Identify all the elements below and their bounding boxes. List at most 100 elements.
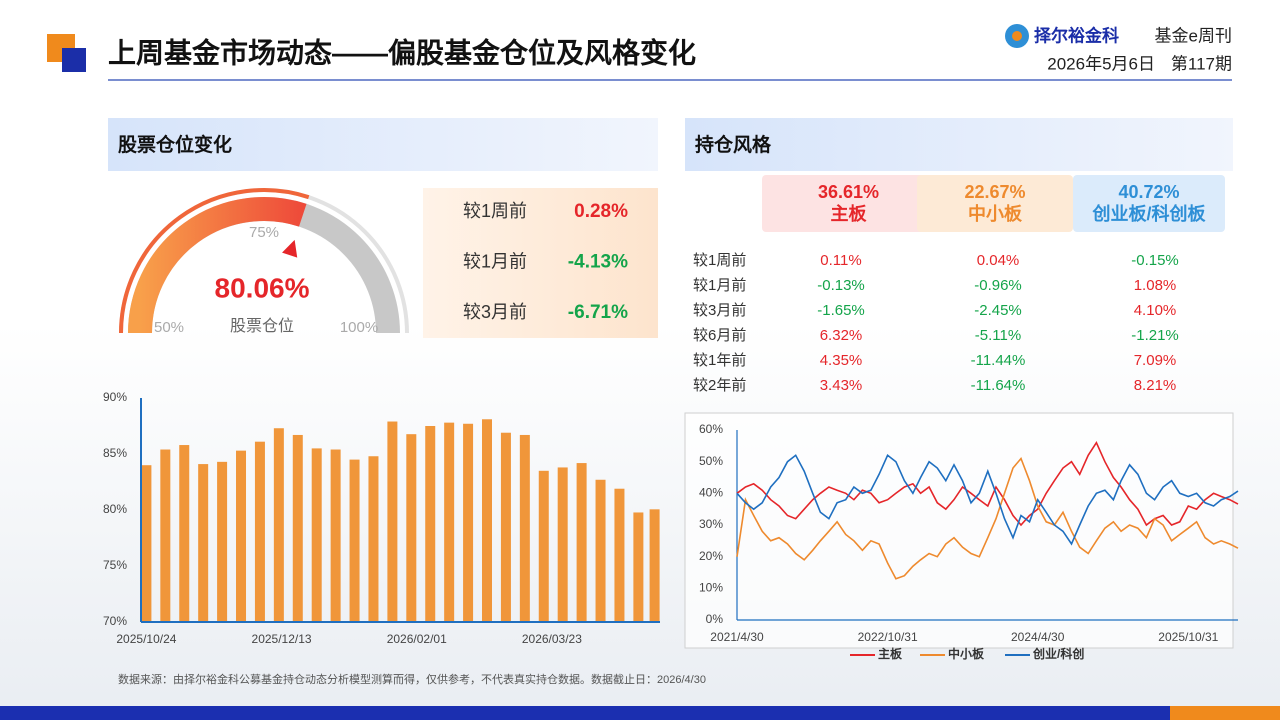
row-value: -1.21%: [1131, 327, 1179, 344]
change-label: 较1月前: [463, 251, 527, 271]
section-title: 持仓风格: [695, 133, 772, 156]
x-tick-label: 2021/4/30: [710, 630, 764, 644]
y-tick-label: 90%: [103, 390, 127, 404]
bar: [160, 449, 171, 622]
bar: [538, 470, 549, 622]
bar: [198, 464, 209, 622]
row-label: 较1周前: [693, 251, 746, 269]
row-value: 4.35%: [820, 352, 863, 369]
bar: [633, 512, 644, 622]
row-value: 3.43%: [820, 377, 863, 394]
bar: [330, 449, 341, 622]
section-header: [108, 118, 658, 171]
bar: [387, 421, 398, 622]
row-value: -5.11%: [975, 327, 1021, 344]
section-header: [685, 118, 1233, 171]
row-value: 0.04%: [977, 252, 1020, 269]
row-value: -0.15%: [1131, 252, 1179, 269]
row-value: -2.45%: [974, 302, 1022, 319]
row-label: 较1年前: [693, 351, 746, 369]
y-tick-label: 70%: [103, 614, 127, 628]
bar: [236, 450, 247, 622]
gauge-tick-label: 100%: [340, 319, 378, 336]
bar: [595, 479, 606, 622]
row-value: -0.13%: [817, 277, 865, 294]
brand-icon: [1012, 31, 1022, 41]
bar: [463, 423, 474, 622]
publication: 基金e周刊: [1155, 26, 1232, 45]
gauge-pointer: [282, 239, 298, 258]
footer-bar: [1170, 706, 1280, 720]
bar: [179, 445, 190, 622]
brand: 择尔裕金科: [1034, 25, 1119, 45]
page-title: 上周基金市场动态——偏股基金仓位及风格变化: [108, 36, 696, 68]
y-tick-label: 30%: [699, 517, 723, 531]
bar: [406, 434, 417, 622]
change-value: -4.13%: [568, 252, 628, 273]
row-value: -11.64%: [971, 377, 1026, 394]
change-label: 较3月前: [463, 302, 527, 322]
gauge-fill: [128, 197, 307, 334]
row-value: -0.96%: [974, 277, 1022, 294]
issue: 第117期: [1171, 54, 1232, 73]
footnote: 数据来源：由择尔裕金科公募基金持仓动态分析模型测算而得，仅供参考，不代表真实持仓…: [118, 672, 706, 686]
gauge-outer-fill: [119, 188, 310, 334]
row-value: 4.10%: [1134, 302, 1177, 319]
legend-label: 主板: [878, 646, 903, 661]
bar: [649, 509, 660, 622]
bar: [557, 467, 568, 622]
bar: [482, 419, 492, 622]
row-value: -11.44%: [971, 352, 1026, 369]
style-card: [762, 175, 935, 232]
bar: [519, 434, 530, 622]
legend-label: 创业/科创: [1032, 646, 1084, 661]
change-label: 较1周前: [463, 201, 527, 221]
bar: [311, 448, 322, 622]
y-tick-label: 20%: [699, 549, 723, 563]
bar: [254, 441, 265, 622]
bar: [444, 422, 455, 622]
style-name: 创业板/科创板: [1091, 203, 1206, 224]
change-box: [423, 188, 658, 338]
row-value: 7.09%: [1134, 352, 1177, 369]
gauge-tick-label: 75%: [249, 224, 279, 241]
line-chart-frame: [684, 412, 1234, 649]
style-name: 主板: [831, 203, 868, 224]
row-value: -1.65%: [817, 302, 865, 319]
bar: [500, 432, 511, 622]
change-value: 0.28%: [574, 201, 628, 222]
style-value: 22.67%: [964, 182, 1025, 202]
x-tick-label: 2026/03/23: [522, 632, 582, 646]
y-tick-label: 85%: [103, 446, 127, 460]
bar: [273, 428, 284, 622]
series-line: [736, 454, 1239, 546]
row-value: 0.11%: [820, 252, 861, 269]
row-value: 8.21%: [1134, 377, 1177, 394]
style-card: [917, 175, 1073, 232]
bar: [576, 463, 587, 622]
y-tick-label: 75%: [103, 558, 127, 572]
row-label: 较3月前: [693, 301, 746, 319]
gauge-label: 股票仓位: [230, 317, 294, 335]
y-tick-label: 10%: [699, 581, 723, 595]
gauge-value: 80.06%: [215, 272, 310, 303]
style-value: 36.61%: [818, 182, 879, 202]
y-tick-label: 0%: [706, 612, 724, 626]
style-value: 40.72%: [1118, 182, 1179, 202]
row-value: 6.32%: [820, 327, 863, 344]
style-name: 中小板: [968, 203, 1023, 224]
row-value: 1.08%: [1134, 277, 1177, 294]
footer-bar: [0, 706, 1170, 720]
bar: [614, 488, 625, 622]
y-tick-label: 80%: [103, 502, 127, 516]
bar: [141, 465, 152, 622]
bar: [368, 456, 379, 622]
y-tick-label: 60%: [699, 422, 723, 436]
legend-label: 中小板: [948, 646, 985, 661]
change-value: -6.71%: [568, 302, 628, 323]
style-card: [1073, 175, 1225, 232]
x-tick-label: 2025/10/31: [1158, 630, 1218, 644]
bar: [425, 426, 436, 622]
bar: [217, 461, 228, 622]
